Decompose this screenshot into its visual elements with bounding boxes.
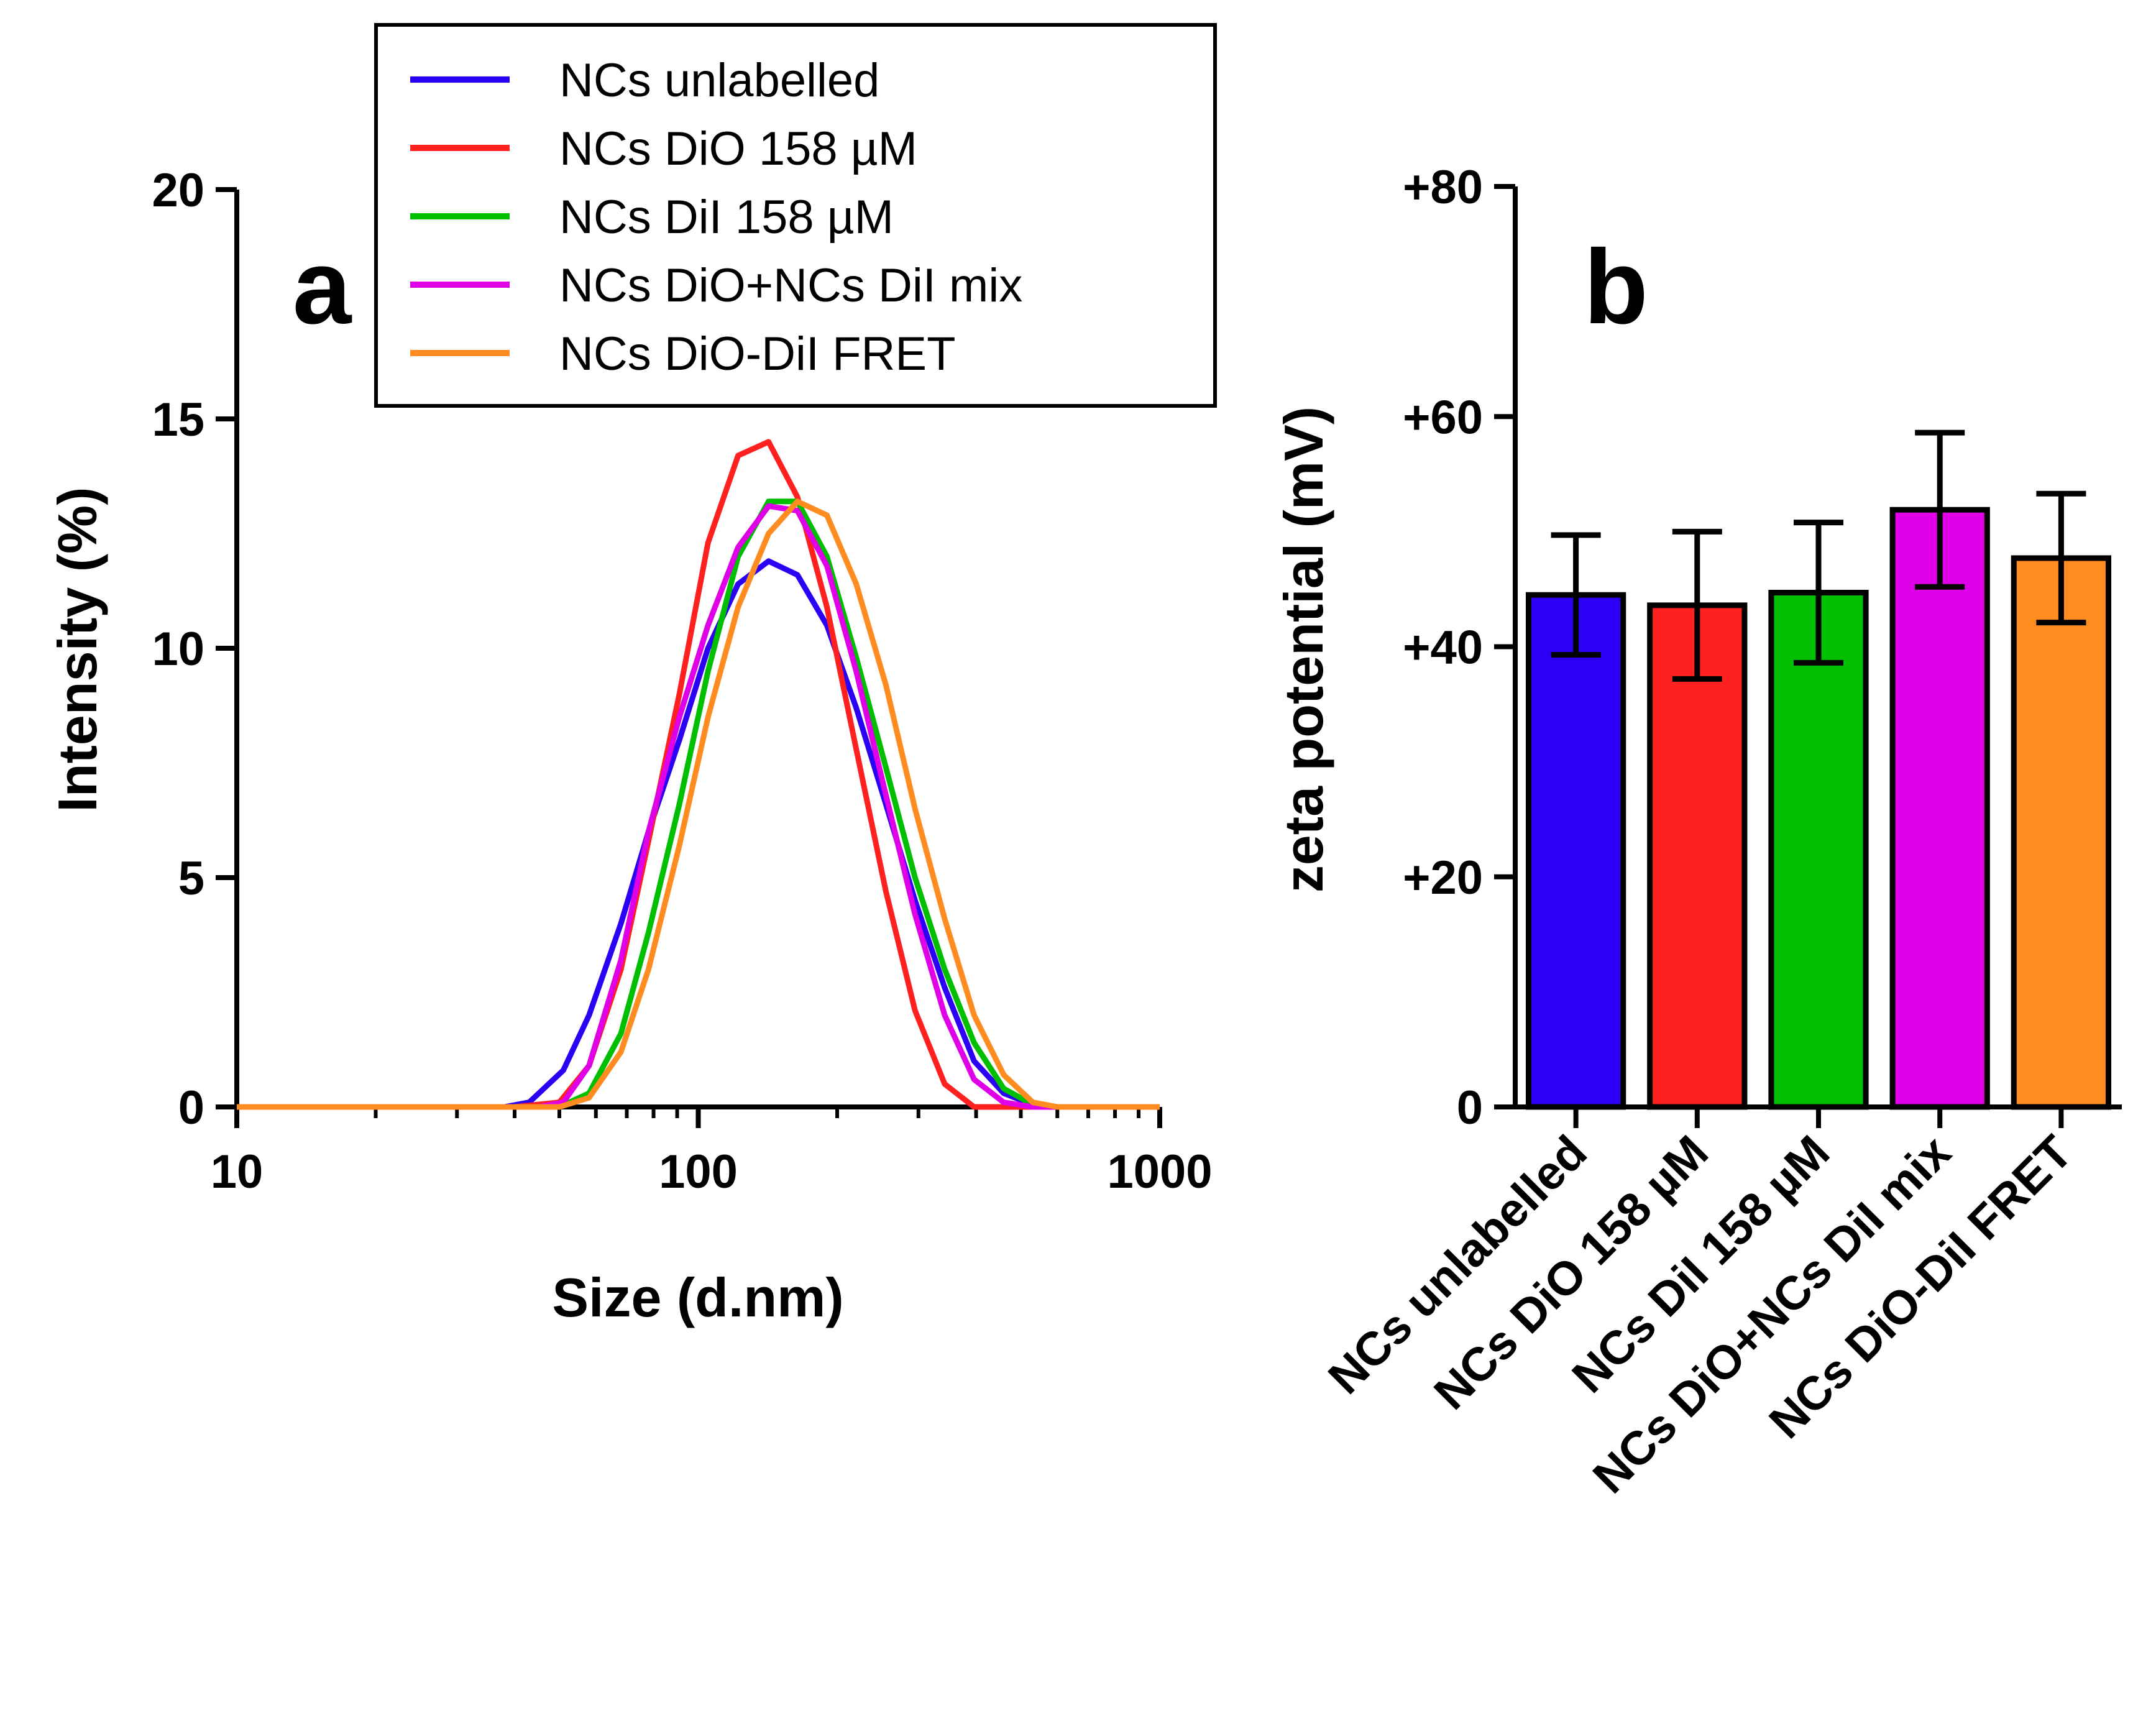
panel-a-x-tick-label: 100 — [659, 1145, 738, 1198]
series-line-1 — [237, 558, 1160, 1110]
panel-a-x-tick-label: 1000 — [1107, 1145, 1212, 1198]
panel-b-y-tick-label: +40 — [1403, 622, 1483, 674]
panel-a-x-ticks: 10 100 1000 — [211, 1107, 1213, 1198]
panel-b-y-tick-label: +60 — [1403, 391, 1483, 444]
panel-b-y-ticks: 0 +20 +40 +60 +80 — [1403, 161, 1515, 1134]
panel-b-label: b — [1584, 228, 1648, 346]
panel-a-x-axis-label: Size (d.nm) — [552, 1267, 843, 1328]
panel-b-bars — [1525, 429, 2112, 1110]
panel-a-series-lines — [237, 439, 1160, 1110]
bar-1 — [1525, 592, 1626, 1110]
panel-a-y-tick-label: 20 — [152, 164, 204, 217]
panel-a-y-tick-label: 15 — [152, 393, 204, 446]
panel-b-y-axis-label: zeta potential (mV) — [1273, 406, 1334, 893]
panel-a-y-tick-label: 5 — [178, 852, 204, 905]
panel-a-y-tick-label: 0 — [178, 1081, 204, 1134]
series-line-3 — [237, 498, 1160, 1110]
series-line-5 — [237, 498, 1160, 1110]
series-line-4 — [237, 503, 1160, 1110]
panel-a-y-axis-label: Intensity (%) — [47, 487, 108, 812]
legend-label-2: NCs DiO 158 µM — [559, 122, 917, 175]
panel-a-dls-chart: 0 5 10 15 20 10 100 1000 Intensity (%) Size (d… — [47, 23, 1217, 1328]
legend-label-1: NCs unlabelled — [559, 54, 879, 107]
panel-a-y-ticks: 0 5 10 15 20 — [152, 164, 237, 1134]
panel-a-x-tick-label: 10 — [211, 1145, 264, 1198]
legend-label-5: NCs DiO-DiI FRET — [559, 328, 956, 380]
legend-box — [374, 23, 1217, 408]
legend-label-3: NCs DiI 158 µM — [559, 191, 894, 244]
series-line-2 — [237, 439, 1160, 1110]
panel-a-label: a — [293, 228, 352, 346]
panel-b-y-tick-label: +80 — [1403, 161, 1483, 214]
bar-4 — [1889, 507, 1990, 1110]
panel-a-y-tick-label: 10 — [152, 623, 204, 676]
bar-3 — [1768, 589, 1869, 1110]
panel-b-y-tick-label: +20 — [1403, 852, 1483, 904]
legend-label-4: NCs DiO+NCs DiI mix — [559, 259, 1022, 312]
panel-b-y-tick-label: 0 — [1457, 1081, 1483, 1134]
panel-a-legend: NCs unlabelled NCs DiO 158 µM NCs DiI 158 … — [374, 23, 1217, 408]
bar-5 — [2011, 555, 2112, 1110]
